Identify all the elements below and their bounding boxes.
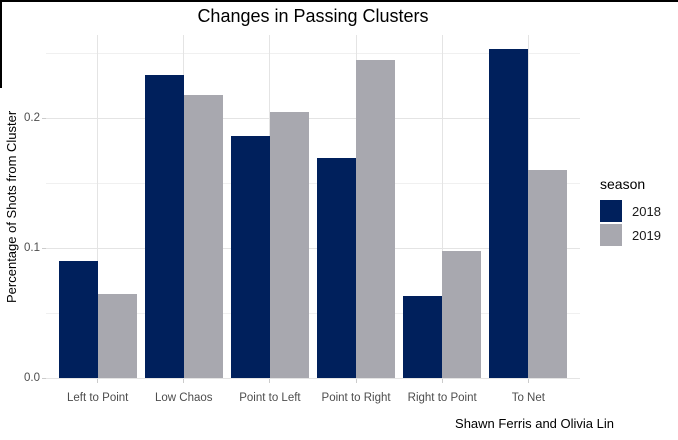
- bar-2019-point-to-right: [356, 60, 395, 378]
- y-tick-mark: [42, 117, 46, 119]
- bar-2019-right-to-point: [442, 251, 481, 378]
- x-tick-mark: [527, 379, 529, 383]
- legend-items: 2018 2019: [600, 200, 661, 246]
- gridline-x-major: [97, 35, 99, 378]
- window-border-left: [0, 0, 2, 88]
- x-tick-label: Left to Point: [66, 392, 129, 404]
- gridline-y-major: [46, 117, 580, 119]
- gridline-y-minor: [46, 312, 580, 314]
- bar-2018-point-to-left: [231, 136, 270, 378]
- bar-2018-to-net: [489, 49, 528, 378]
- legend-swatch-2019: [600, 224, 622, 246]
- legend: season 2018 2019: [600, 176, 661, 248]
- y-axis-title: Percentage of Shots from Cluster: [4, 110, 19, 303]
- y-tick-label: 0.0: [24, 372, 40, 384]
- bar-2019-low-chaos: [184, 95, 223, 378]
- bar-2019-left-to-point: [98, 294, 137, 378]
- bar-2018-right-to-point: [403, 296, 442, 378]
- y-tick-mark: [42, 377, 46, 379]
- bar-2018-point-to-right: [317, 158, 356, 378]
- x-tick-label: To Net: [511, 392, 545, 404]
- gridline-y-minor: [46, 52, 580, 54]
- x-tick-mark: [97, 379, 99, 383]
- gridline-x-major: [441, 35, 443, 378]
- plot-panel: [46, 35, 580, 379]
- legend-swatch-2018: [600, 200, 622, 222]
- legend-key-row: 2019: [600, 224, 661, 246]
- x-tick-label: Point to Right: [321, 392, 391, 404]
- legend-label-2018: 2018: [632, 203, 661, 219]
- x-tick-label: Point to Left: [239, 392, 301, 404]
- legend-title: season: [600, 176, 646, 192]
- x-tick-label: Low Chaos: [155, 392, 213, 404]
- legend-label-2019: 2019: [632, 227, 661, 243]
- y-tick-mark: [42, 247, 46, 249]
- bar-2018-low-chaos: [145, 75, 184, 378]
- x-tick-mark: [355, 379, 357, 383]
- x-tick-mark: [441, 379, 443, 383]
- x-tick-label: Right to Point: [407, 392, 477, 404]
- x-tick-mark: [183, 379, 185, 383]
- bar-2019-point-to-left: [270, 112, 309, 378]
- chart-title: Changes in Passing Clusters: [197, 6, 429, 26]
- bar-2018-left-to-point: [59, 261, 98, 378]
- caption: Shawn Ferris and Olivia Lin: [455, 416, 614, 431]
- window-border-top: [0, 0, 678, 2]
- bar-2019-to-net: [528, 170, 567, 378]
- gridline-y-major: [46, 247, 580, 249]
- gridline-y-minor: [46, 182, 580, 184]
- y-tick-label: 0.1: [24, 242, 40, 255]
- x-tick-mark: [269, 379, 271, 383]
- y-tick-label: 0.2: [24, 112, 40, 125]
- legend-key-row: 2018: [600, 200, 661, 222]
- gridline-y-major: [46, 377, 580, 379]
